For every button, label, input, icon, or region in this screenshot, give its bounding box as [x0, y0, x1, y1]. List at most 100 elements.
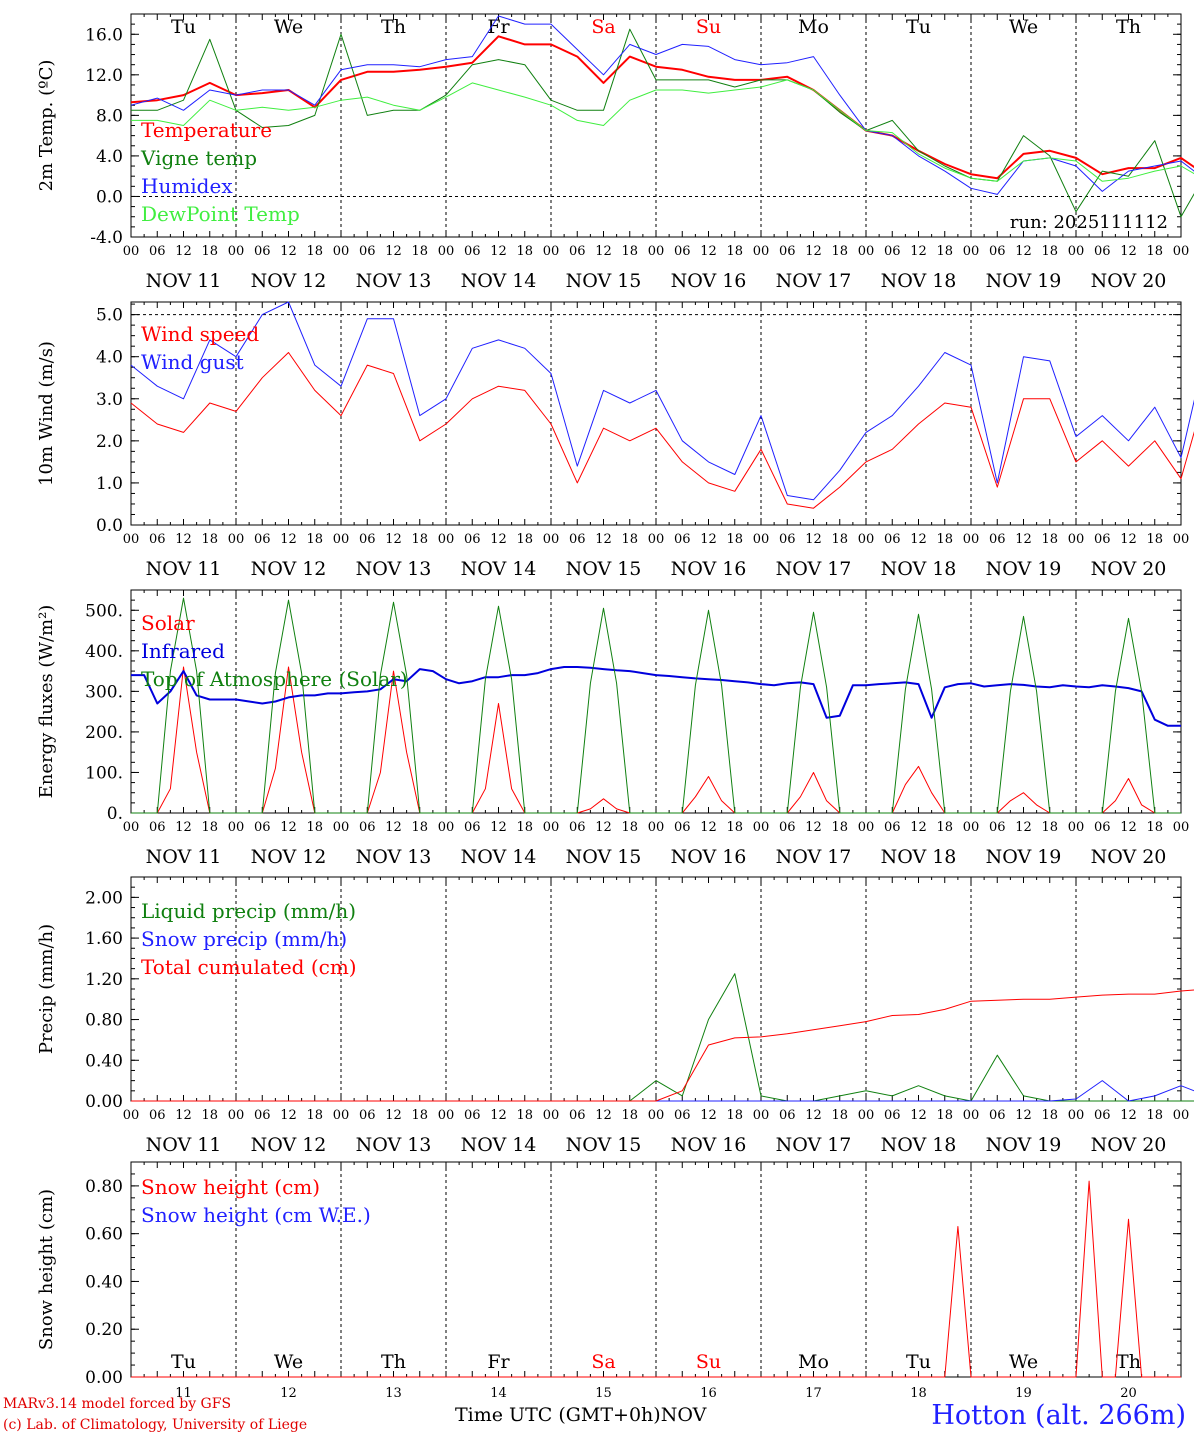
hour-tick-label: 06 — [674, 1108, 691, 1123]
date-label: NOV 12 — [251, 558, 327, 580]
date-label: NOV 16 — [671, 558, 747, 580]
hour-tick-label: 18 — [936, 532, 953, 547]
date-label: NOV 19 — [986, 558, 1062, 580]
weekday-label: Th — [1116, 1351, 1141, 1373]
hour-tick-label: 00 — [123, 1108, 140, 1123]
hour-tick-label: 12 — [1120, 532, 1137, 547]
hour-tick-label: 00 — [963, 244, 980, 259]
hour-tick-label: 12 — [595, 244, 612, 259]
hour-tick-label: 18 — [831, 532, 848, 547]
date-label: NOV 17 — [776, 558, 852, 580]
date-label: NOV 11 — [146, 846, 222, 868]
hour-tick-label: 00 — [228, 244, 245, 259]
hour-tick-label: 18 — [726, 532, 743, 547]
series-line-total-cumulated-cm- — [131, 989, 1194, 1102]
weekday-label: Tu — [906, 16, 931, 38]
legend-entry: Wind speed — [141, 322, 259, 346]
hour-tick-label: 18 — [201, 244, 218, 259]
hour-tick-label: 12 — [700, 244, 717, 259]
series-line-wind-gust — [130, 301, 1194, 501]
hour-tick-label: 18 — [726, 244, 743, 259]
legend-entry: Liquid precip (mm/h) — [141, 899, 356, 923]
hour-tick-label: 00 — [123, 820, 140, 835]
hour-tick-label: 18 — [1146, 532, 1163, 547]
model-credit: MARv3.14 model forced by GFS — [3, 1396, 232, 1412]
hour-tick-label: 00 — [438, 1108, 455, 1123]
weekday-label: Su — [696, 16, 721, 38]
date-label: NOV 16 — [671, 846, 747, 868]
y-tick-label: 0.0 — [96, 516, 123, 536]
legend-entry: Temperature — [141, 118, 272, 142]
hour-tick-label: 06 — [149, 1108, 166, 1123]
weekday-label: Th — [381, 1351, 406, 1373]
hour-tick-label: 00 — [1173, 532, 1190, 547]
month-label: NOV — [660, 1404, 707, 1426]
hour-tick-label: 06 — [254, 532, 271, 547]
station-name: Hotton (alt. 266m) — [931, 1400, 1186, 1431]
hour-tick-label: 18 — [936, 820, 953, 835]
hour-tick-label: 00 — [543, 244, 560, 259]
y-tick-label: 4.0 — [96, 348, 123, 368]
date-label: NOV 13 — [356, 1134, 432, 1156]
hour-tick-label: 18 — [411, 820, 428, 835]
legend-entry: Top of Atmosphere (Solar) — [141, 667, 408, 691]
hour-tick-label: 00 — [753, 1108, 770, 1123]
hour-tick-label: 06 — [254, 820, 271, 835]
date-label: NOV 17 — [776, 270, 852, 292]
y-tick-label: 200. — [85, 723, 123, 743]
hour-tick-label: 12 — [280, 532, 297, 547]
weekday-label: We — [274, 1351, 303, 1373]
hour-tick-label: 12 — [385, 1108, 402, 1123]
hour-tick-label: 00 — [333, 532, 350, 547]
series-line-liquid-precip-mm-h- — [131, 973, 1194, 1102]
panel-frame-energy — [130, 589, 1182, 814]
copyright-credit: (c) Lab. of Climatology, University of L… — [3, 1417, 308, 1433]
hour-tick-label: 00 — [543, 532, 560, 547]
hour-tick-label: 00 — [123, 244, 140, 259]
hour-tick-label: 06 — [359, 820, 376, 835]
y-axis-label: 2m Temp. (ºC) — [36, 60, 57, 192]
hour-tick-label: 00 — [1068, 244, 1085, 259]
hour-tick-label: 18 — [1041, 244, 1058, 259]
date-label: NOV 20 — [1091, 558, 1167, 580]
weekday-label: Fr — [487, 16, 510, 38]
y-tick-label: 0.80 — [85, 1177, 123, 1197]
weekday-label: We — [274, 16, 303, 38]
y-tick-label: 400. — [85, 642, 123, 662]
weekday-label: Mo — [798, 16, 829, 38]
date-label: NOV 20 — [1091, 270, 1167, 292]
hour-tick-label: 18 — [1041, 820, 1058, 835]
y-tick-label: 300. — [85, 682, 123, 702]
series-line-snow-height-cm- — [131, 1180, 1181, 1378]
hour-tick-label: 12 — [175, 820, 192, 835]
hour-tick-label: 06 — [464, 244, 481, 259]
hour-tick-label: 18 — [516, 532, 533, 547]
y-axis-label: Snow height (cm) — [36, 1189, 57, 1350]
y-tick-label: 500. — [85, 601, 123, 621]
date-label: NOV 20 — [1091, 846, 1167, 868]
legend-entry: Infrared — [141, 639, 225, 663]
hour-tick-label: 06 — [464, 820, 481, 835]
hour-tick-label: 00 — [858, 820, 875, 835]
legend-entry: Vigne temp — [140, 146, 257, 170]
hour-tick-label: 12 — [805, 244, 822, 259]
y-tick-label: 1.20 — [85, 970, 123, 990]
hour-tick-label: 06 — [359, 244, 376, 259]
y-tick-label: 12.0 — [85, 66, 123, 86]
legend-entry: Total cumulated (cm) — [141, 955, 357, 979]
hour-tick-label: 18 — [411, 244, 428, 259]
date-label: NOV 16 — [671, 1134, 747, 1156]
hour-tick-label: 12 — [700, 820, 717, 835]
hour-tick-label: 00 — [1068, 532, 1085, 547]
hour-tick-label: 18 — [1146, 244, 1163, 259]
hour-tick-label: 06 — [464, 1108, 481, 1123]
hour-tick-label: 06 — [884, 1108, 901, 1123]
y-tick-label: 0.00 — [85, 1368, 123, 1388]
hour-tick-label: 18 — [1146, 820, 1163, 835]
day-number-label: 17 — [805, 1386, 822, 1401]
hour-tick-label: 18 — [621, 1108, 638, 1123]
hour-tick-label: 00 — [123, 532, 140, 547]
weekday-label: We — [1009, 16, 1038, 38]
legend-entry: Snow height (cm W.E.) — [141, 1203, 371, 1227]
date-label: NOV 13 — [356, 846, 432, 868]
